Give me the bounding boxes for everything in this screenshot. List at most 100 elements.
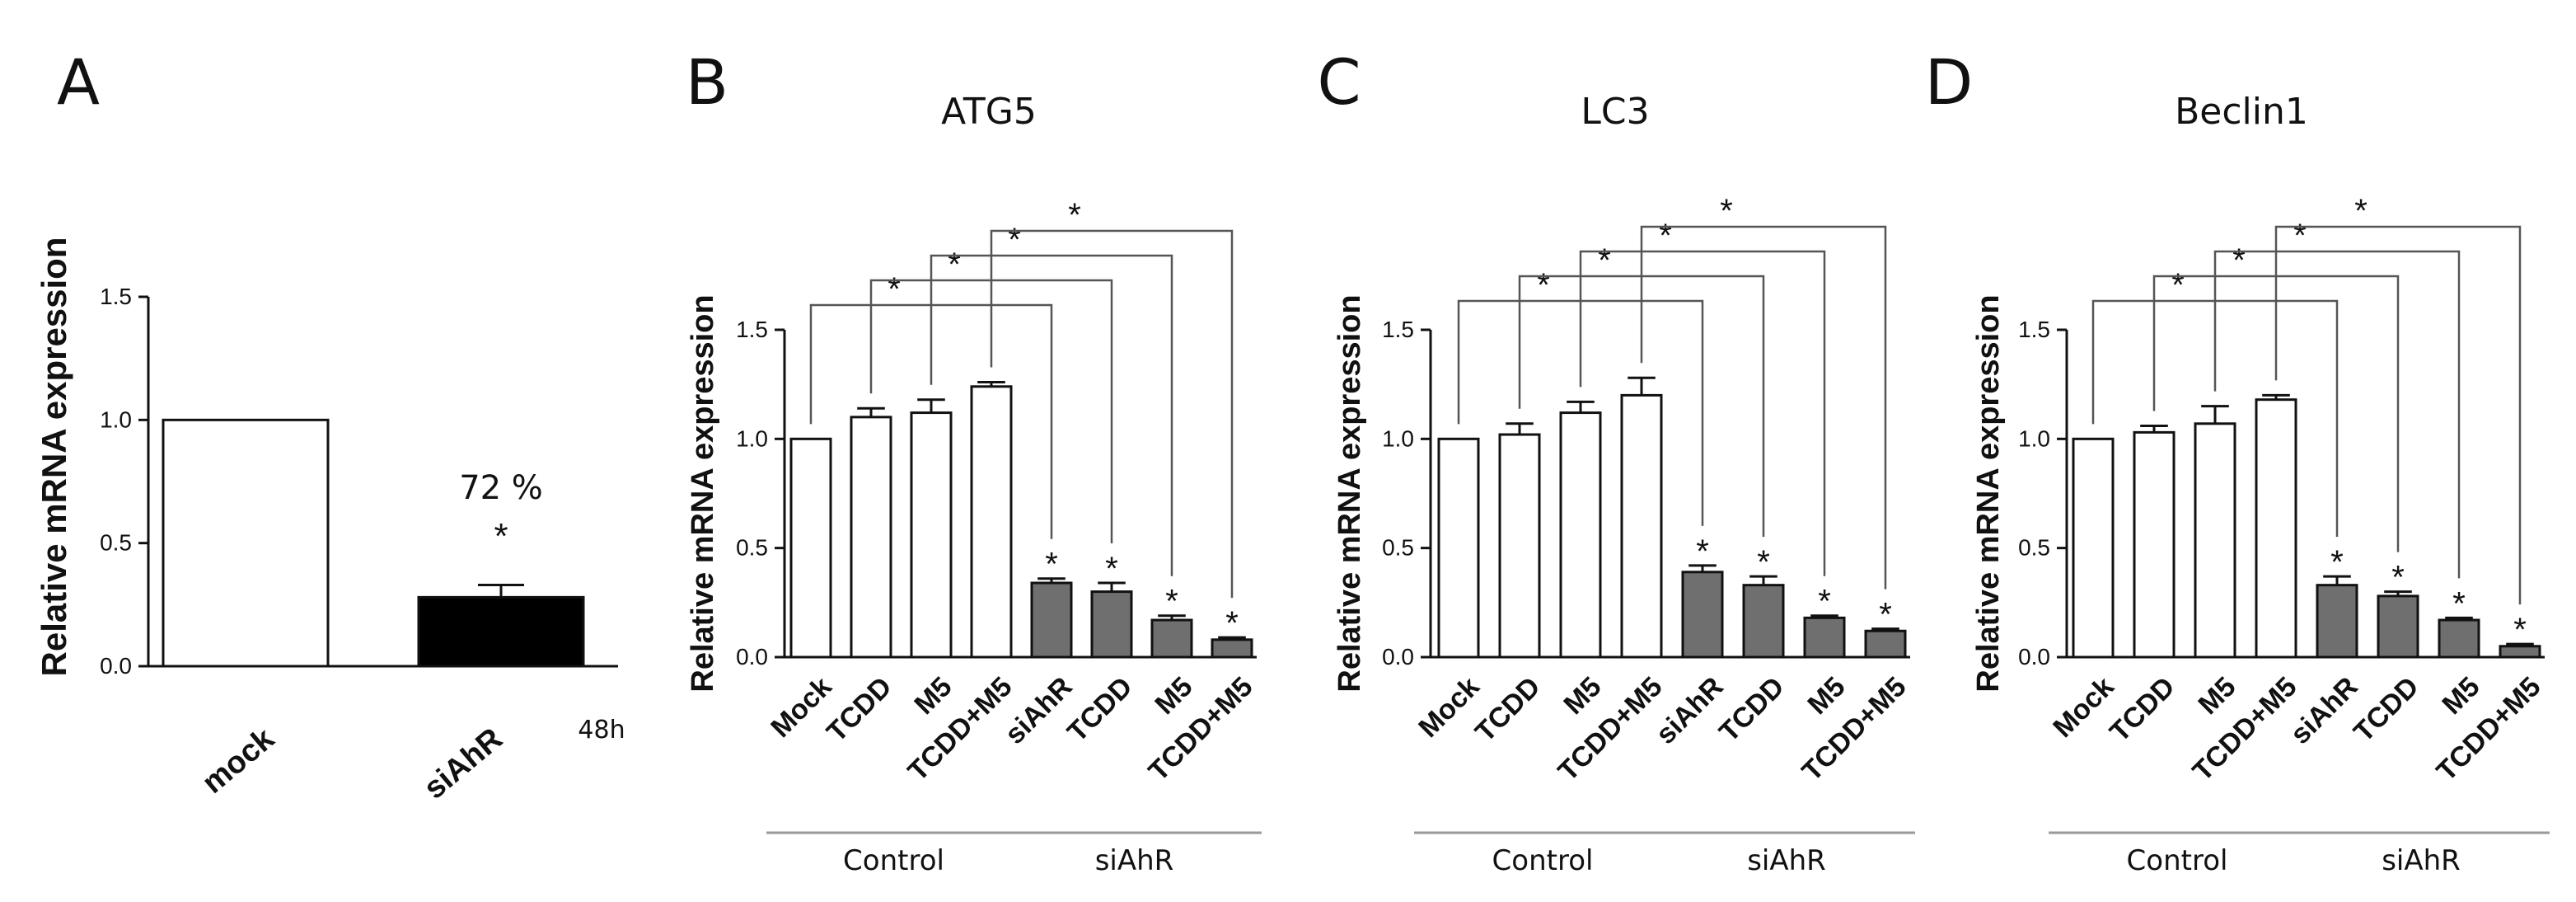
category-label: TCDD — [2104, 671, 2181, 749]
category-label: Mock — [2047, 671, 2119, 744]
knockdown-percent: 72 % — [459, 469, 543, 507]
panel-letter: D — [1925, 45, 1974, 119]
bar-mock — [2072, 437, 2115, 659]
y-tick-label: 0.0 — [2018, 644, 2050, 669]
bracket-star: * — [1008, 222, 1021, 258]
y-axis-label: Relative mRNA expression — [35, 237, 73, 677]
bar-tcdd — [1498, 433, 1541, 659]
category-label: M5 — [1801, 671, 1851, 721]
panel-letter: B — [686, 45, 728, 119]
category-label: M5 — [2192, 671, 2241, 721]
group-label: siAhR — [1747, 844, 1826, 877]
bracket-star: * — [2171, 267, 2185, 303]
bar-m5 — [1150, 618, 1193, 659]
bracket-star: * — [1537, 267, 1550, 303]
y-tick-label: 0.5 — [1382, 535, 1414, 561]
category-label: siAhR — [999, 671, 1078, 750]
bracket-star: * — [888, 271, 901, 308]
bar-tcdd-m5 — [1211, 638, 1253, 659]
y-tick-label: 0.5 — [736, 535, 768, 561]
significance-star: * — [494, 516, 508, 557]
y-axis-label: Relative mRNA expression — [1332, 294, 1367, 692]
category-label: M5 — [2436, 671, 2485, 721]
significance-star: * — [1165, 584, 1178, 620]
bar-siahr — [417, 595, 585, 668]
significance-bracket — [2274, 225, 2522, 605]
significance-star: * — [1879, 597, 1892, 633]
significance-star: * — [1105, 551, 1118, 587]
bracket-star: * — [1068, 197, 1081, 233]
group-label: siAhR — [1095, 844, 1174, 877]
significance-bracket — [2213, 250, 2461, 579]
panel-letter: A — [57, 45, 100, 119]
y-tick-label: 1.5 — [736, 317, 768, 342]
bracket-star: * — [1598, 242, 1611, 279]
panel-c: C LC3 Relative mRNA expression 0.0 0.5 1.0 1.5… — [1317, 45, 1915, 877]
group-label: Control — [1492, 844, 1594, 877]
bracket-star: * — [1720, 193, 1733, 229]
category-label: siAhR — [1650, 671, 1729, 750]
panel-b: B ATG5 Relative mRNA expression 0.0 0.5 1.0 1.… — [686, 45, 1262, 877]
panel-d: D Beclin1 Relative mRNA expression 0.0 0.5 1.… — [1925, 45, 2550, 877]
bar-m5 — [1803, 616, 1846, 659]
y-tick-label: 1.0 — [1382, 425, 1414, 451]
bar-mock — [789, 437, 832, 659]
y-axis-label: Relative mRNA expression — [686, 294, 720, 692]
y-tick-label: 1.0 — [2018, 425, 2050, 451]
group-label: Control — [2127, 844, 2228, 877]
category-label: TCDD — [1469, 671, 1547, 749]
bar-m5 — [2438, 618, 2480, 659]
significance-star: * — [1696, 533, 1709, 570]
bar-tcdd-m5 — [1620, 393, 1663, 659]
category-label: siAhR — [2284, 671, 2363, 750]
significance-bracket — [990, 229, 1234, 599]
category-label: TCDD — [1713, 671, 1791, 749]
y-tick-label: 0.5 — [100, 530, 132, 556]
category-label: TCDD — [821, 671, 898, 749]
category-label: TCDD — [1061, 671, 1139, 749]
bar-m5 — [1559, 411, 1602, 659]
significance-star: * — [2513, 612, 2527, 648]
bracket-star: * — [1659, 218, 1672, 254]
bar-tcdd-m5 — [2255, 398, 2297, 659]
y-tick-label: 1.5 — [2018, 317, 2050, 342]
bar-mock — [1437, 437, 1480, 659]
y-axis-label: Relative mRNA expression — [1971, 294, 2006, 692]
y-tick-label: 0.0 — [1382, 644, 1414, 669]
bracket-star: * — [948, 247, 961, 283]
panel-a: A Relative mRNA expression 0.0 0.5 1.0 1.5 moc… — [35, 45, 625, 806]
y-tick-label: 0.0 — [100, 653, 132, 679]
significance-bracket — [1640, 225, 1887, 590]
bracket-star: * — [2354, 193, 2368, 229]
bar-tcdd-m5 — [1864, 629, 1907, 659]
bar-tcdd — [850, 416, 892, 659]
significance-star: * — [1818, 584, 1831, 620]
y-tick-label: 1.0 — [736, 425, 768, 451]
category-label: siAhR — [418, 721, 509, 806]
panel-letter: C — [1317, 45, 1361, 119]
y-tick-label: 1.5 — [100, 284, 132, 309]
category-label: TCDD — [2348, 671, 2425, 749]
bar-m5 — [2194, 422, 2236, 659]
group-label: siAhR — [2382, 844, 2461, 877]
bar-tcdd — [2377, 594, 2419, 659]
group-label: Control — [843, 844, 944, 877]
significance-bracket — [1579, 250, 1826, 576]
bar-siahr — [2316, 584, 2358, 659]
bar-tcdd — [1090, 590, 1133, 659]
bar-m5 — [910, 411, 953, 659]
significance-star: * — [2330, 544, 2344, 580]
y-tick-label: 1.0 — [100, 406, 132, 432]
bar-mock — [162, 418, 330, 668]
significance-star: * — [2452, 585, 2466, 622]
bracket-star: * — [2232, 242, 2246, 279]
chart-title: Beclin1 — [2175, 91, 2308, 133]
category-label: Mock — [1412, 671, 1485, 744]
chart-title: ATG5 — [941, 91, 1037, 133]
bar-siahr — [1030, 581, 1073, 659]
significance-bracket — [930, 254, 1173, 576]
significance-star: * — [2391, 560, 2405, 596]
timepoint-label: 48h — [578, 716, 625, 745]
significance-star: * — [1757, 544, 1770, 580]
